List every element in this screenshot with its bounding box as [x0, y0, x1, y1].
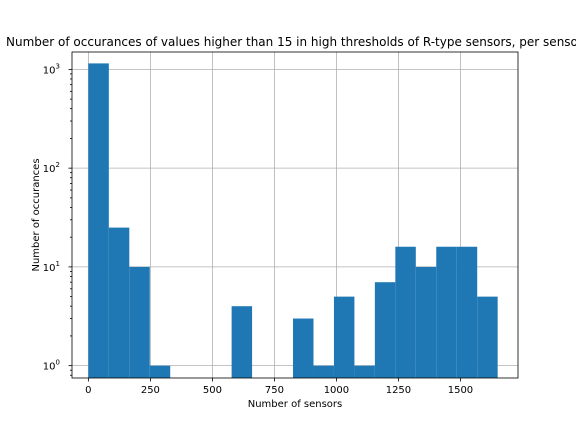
histogram-bar-13	[354, 365, 375, 378]
axis-ticks: 0 250 500 750 1000 1250 1500 100 101 102 103	[43, 62, 473, 396]
grid-lines	[72, 52, 518, 378]
histogram-bar-17	[436, 246, 457, 378]
x-tick-label: 0	[85, 385, 91, 396]
histogram-bar-12	[333, 296, 355, 378]
histogram-bar-1	[108, 227, 130, 378]
x-tick-label: 750	[265, 385, 284, 396]
histogram-bar-18	[456, 246, 478, 378]
histogram-bar-2	[129, 266, 150, 378]
histogram-bar-10	[293, 318, 314, 378]
x-tick-label: 1000	[324, 385, 349, 396]
plot-frame	[71, 51, 519, 379]
y-tick-label: 101	[43, 260, 60, 274]
histogram-bar-19	[477, 296, 498, 378]
y-axis-label: Number of occurances	[31, 158, 42, 271]
histogram-bar-15	[395, 246, 416, 378]
histogram-bar-11	[313, 365, 334, 378]
histogram-bar-0	[88, 63, 109, 379]
histogram-bar-16	[415, 266, 437, 378]
x-axis-label: Number of sensors	[248, 399, 343, 410]
x-tick-label: 250	[141, 385, 160, 396]
x-tick-label: 1250	[386, 385, 411, 396]
x-tick-label: 1500	[448, 385, 473, 396]
histogram-bar-14	[374, 282, 396, 378]
chart-title: Number of occurances of values higher th…	[6, 35, 576, 49]
histogram-bar-3	[149, 365, 171, 378]
histogram-bar-7	[231, 306, 253, 378]
y-tick-label: 100	[43, 359, 60, 373]
histogram-bars	[88, 63, 498, 379]
x-tick-label: 500	[203, 385, 222, 396]
y-tick-label: 102	[43, 161, 60, 175]
y-tick-label: 103	[43, 62, 60, 76]
